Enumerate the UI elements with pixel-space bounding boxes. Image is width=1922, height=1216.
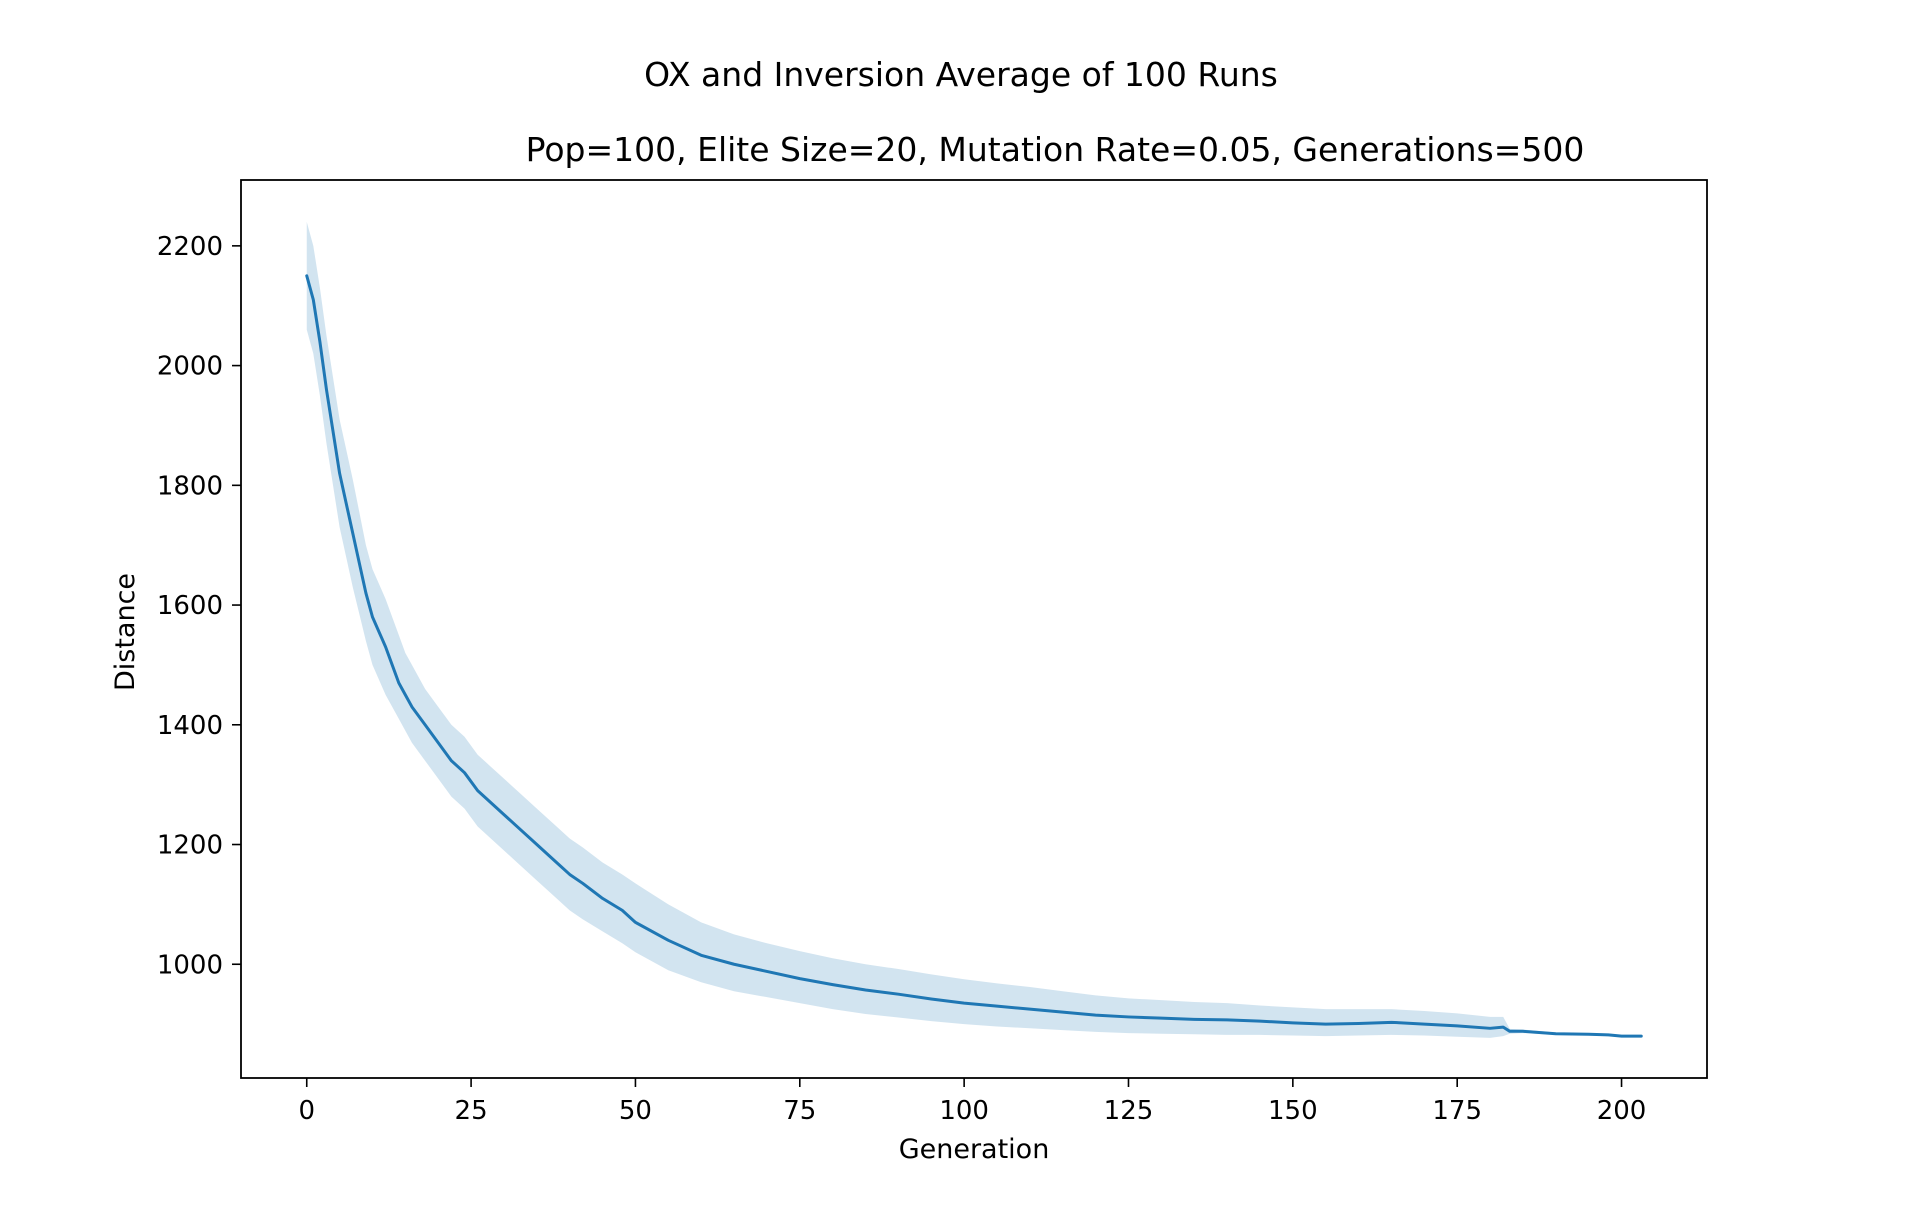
y-axis: 1000 1200 1400 1600 1800 2000 2200	[157, 232, 241, 980]
y-tick-label: 1400	[157, 711, 223, 741]
y-tick-label: 1600	[157, 591, 223, 621]
x-axis: 0 25 50 75 100 125 150 175 200	[298, 1078, 1646, 1126]
confidence-band	[306, 221, 1642, 1038]
x-tick-label: 200	[1597, 1096, 1647, 1126]
y-tick-label: 2000	[157, 352, 223, 382]
x-tick-label: 25	[455, 1096, 488, 1126]
series-line	[305, 274, 1643, 1038]
x-tick-label: 0	[298, 1096, 315, 1126]
x-tick-label: 75	[783, 1096, 816, 1126]
x-tick-label: 125	[1104, 1096, 1154, 1126]
x-tick-label: 175	[1432, 1096, 1482, 1126]
x-tick-label: 100	[939, 1096, 989, 1126]
x-tick-label: 150	[1268, 1096, 1318, 1126]
y-axis-label: Distance	[110, 573, 141, 691]
x-tick-label: 50	[619, 1096, 652, 1126]
y-tick-label: 2200	[157, 232, 223, 262]
chart-title: OX and Inversion Average of 100 Runs	[644, 55, 1278, 94]
plot-area	[305, 221, 1643, 1038]
y-tick-label: 1200	[157, 831, 223, 861]
y-tick-label: 1800	[157, 471, 223, 501]
plot-frame	[240, 179, 1708, 1079]
chart-subtitle: Pop=100, Elite Size=20, Mutation Rate=0.…	[526, 130, 1585, 169]
y-tick-label: 1000	[157, 950, 223, 980]
x-axis-label: Generation	[899, 1134, 1050, 1165]
